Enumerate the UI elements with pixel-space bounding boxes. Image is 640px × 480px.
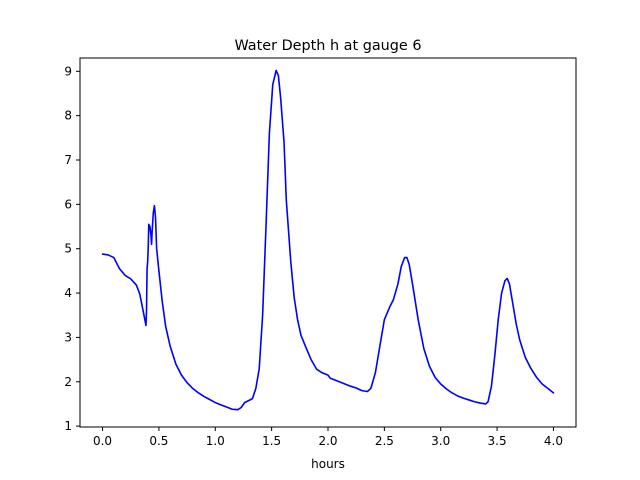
x-tick-label: 0.5 (149, 434, 168, 448)
x-axis-label: hours (311, 457, 345, 471)
x-axis: 0.0 0.5 1.0 1.5 2.0 2.5 3.0 3.5 4.0 (93, 427, 563, 448)
y-tick-label: 6 (64, 197, 72, 211)
series-line-water-depth (101, 69, 555, 411)
x-tick-label: 3.0 (431, 434, 450, 448)
y-tick-label: 1 (64, 419, 72, 433)
y-tick-label: 3 (64, 330, 72, 344)
y-tick-label: 4 (64, 286, 72, 300)
x-tick-label: 3.5 (488, 434, 507, 448)
y-axis: 1 2 3 4 5 6 7 8 9 (64, 64, 80, 433)
x-tick-label: 2.5 (375, 434, 394, 448)
y-tick-label: 9 (64, 64, 72, 78)
x-tick-label: 4.0 (544, 434, 563, 448)
plot-area-background (80, 58, 576, 427)
x-tick-label: 0.0 (93, 434, 112, 448)
series-layer (101, 69, 555, 411)
x-tick-label: 1.0 (206, 434, 225, 448)
chart-title: Water Depth h at gauge 6 (234, 38, 421, 54)
x-tick-label: 1.5 (262, 434, 281, 448)
y-tick-label: 8 (64, 109, 72, 123)
x-tick-label: 2.0 (318, 434, 337, 448)
y-tick-label: 2 (64, 375, 72, 389)
y-tick-label: 7 (64, 153, 72, 167)
y-tick-label: 5 (64, 242, 72, 256)
